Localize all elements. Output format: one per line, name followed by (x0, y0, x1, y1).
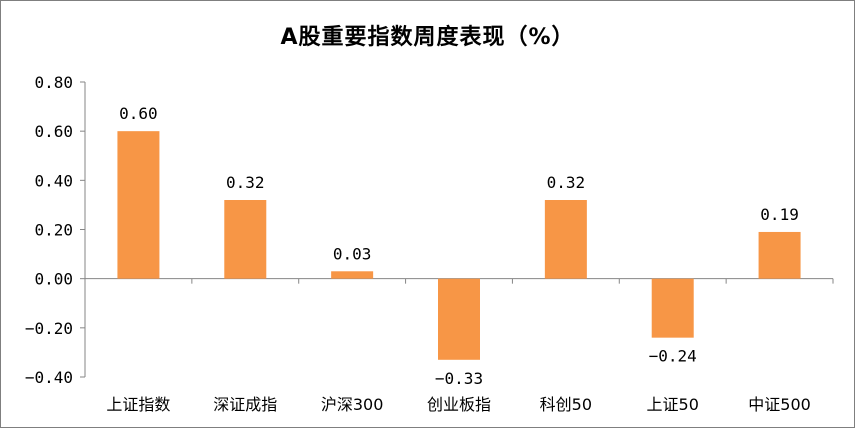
data-label: 0.60 (119, 104, 158, 123)
data-label: 0.19 (760, 205, 799, 224)
data-label: −0.24 (649, 347, 697, 366)
y-tick-label: 0.20 (34, 221, 73, 240)
bar (224, 200, 267, 279)
category-label: 沪深300 (321, 395, 384, 414)
data-label: 0.03 (333, 244, 372, 263)
y-tick-label: −0.20 (25, 319, 73, 338)
category-label: 科创50 (540, 395, 592, 414)
y-tick-label: 0.40 (34, 171, 73, 190)
data-label: 0.32 (547, 173, 586, 192)
bar (438, 278, 480, 360)
category-label: 深证成指 (213, 395, 277, 414)
category-label: 上证50 (647, 395, 699, 414)
bar (758, 231, 801, 279)
y-tick-label: −0.40 (25, 368, 73, 387)
bar (544, 200, 587, 279)
category-label: 上证指数 (106, 395, 170, 414)
y-tick-label: 0.60 (34, 122, 73, 141)
bar (117, 131, 160, 279)
bar (651, 278, 694, 338)
data-label: 0.32 (226, 173, 265, 192)
bar (331, 271, 374, 279)
category-label: 中证500 (748, 395, 811, 414)
data-label: −0.33 (435, 369, 483, 388)
y-tick-label: 0.80 (34, 73, 73, 92)
y-tick-label: 0.00 (34, 270, 73, 289)
chart-title: A股重要指数周度表现（%） (280, 25, 575, 50)
category-label: 创业板指 (427, 395, 491, 414)
